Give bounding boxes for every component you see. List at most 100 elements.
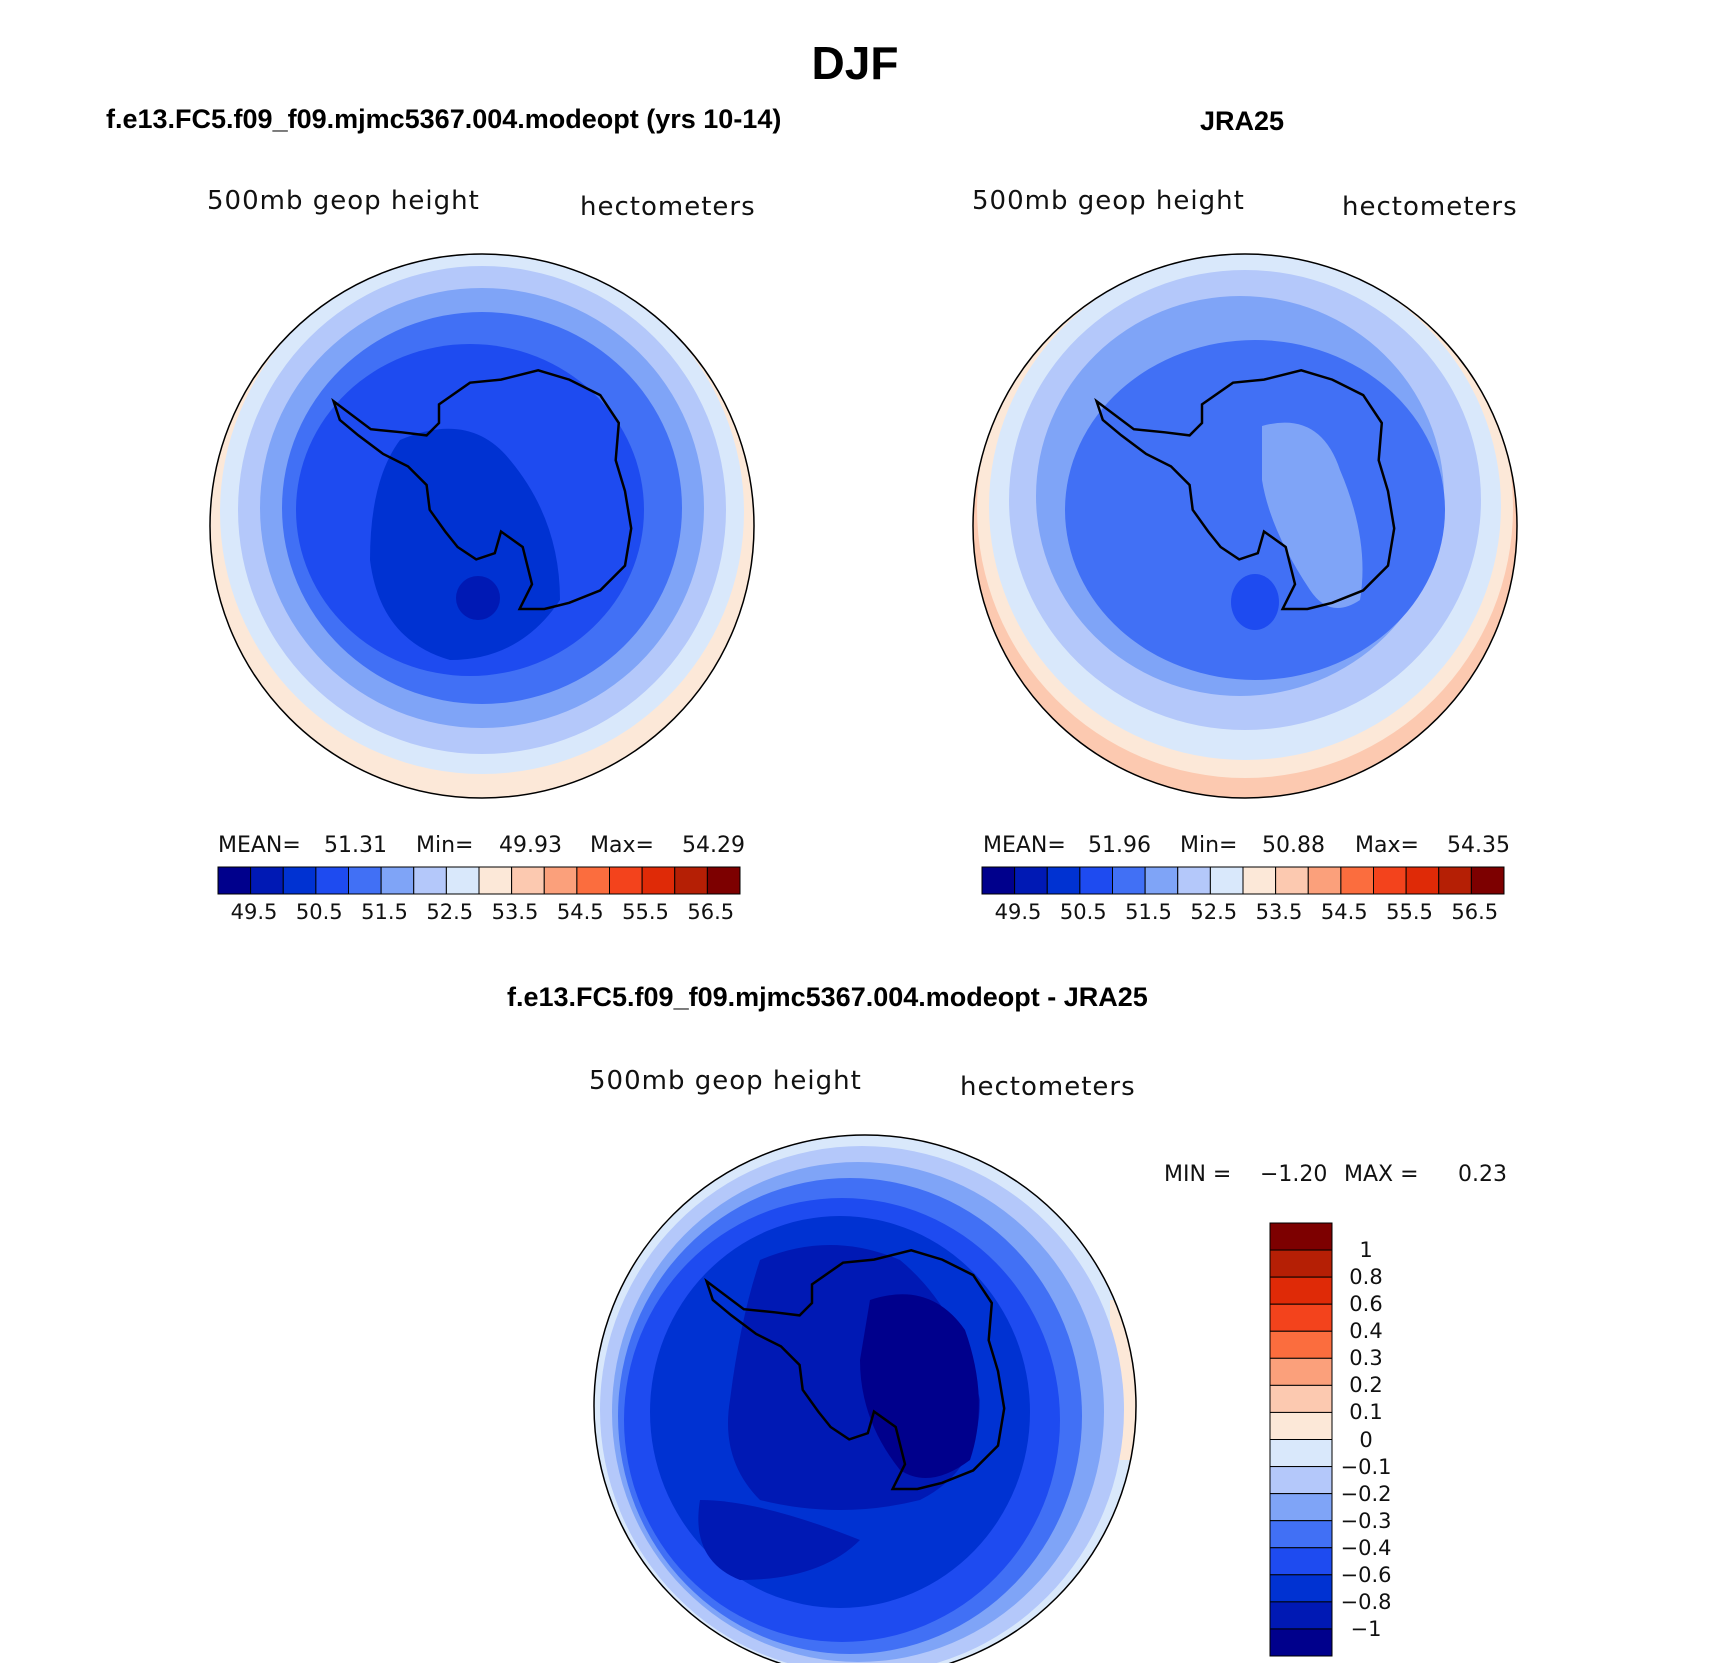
colorbar-diff-tick-label: −0.2 <box>1340 1481 1392 1506</box>
colorbar-diff-tick-label: 0.8 <box>1349 1265 1383 1290</box>
colorbar-diff-tick-label: −1 <box>1350 1616 1382 1641</box>
colorbar-diff-swatch <box>1269 1493 1333 1522</box>
colorbar-diff-swatch <box>1269 1330 1333 1359</box>
colorbar-2-swatch <box>981 866 1016 895</box>
main-title: DJF <box>811 37 899 89</box>
diff-band-neg1-s <box>698 1500 860 1580</box>
colorbar-diff-swatch <box>1269 1276 1333 1305</box>
colorbar-diff-tick-label: 0.3 <box>1349 1346 1383 1371</box>
colorbar-2-tick-label: 49.5 <box>994 900 1042 924</box>
diff-panel-field-label: 500mb geop height <box>589 1066 862 1096</box>
panel-1-max-value: 54.29 <box>682 833 745 858</box>
colorbar-1-tick-label: 49.5 <box>230 900 278 924</box>
colorbar-2-tick-label: 51.5 <box>1125 900 1172 924</box>
panel-1-max-label: Max= <box>590 833 654 858</box>
map-1-band-50 <box>456 576 500 620</box>
colorbar-1-swatch <box>674 866 708 895</box>
colorbar-2-swatch <box>1079 866 1113 895</box>
panel-2-min-value: 50.88 <box>1262 833 1325 858</box>
colorbar-1-swatch <box>348 866 382 895</box>
colorbar-2-swatch <box>1177 866 1211 895</box>
colorbar-1-swatch <box>413 866 447 895</box>
colorbar-diff-swatch <box>1269 1547 1333 1576</box>
colorbar-1-swatch <box>478 866 513 895</box>
colorbar-diff-swatch <box>1269 1222 1333 1251</box>
panel-1-min-value: 49.93 <box>499 833 562 858</box>
colorbar-diff-swatch <box>1269 1520 1333 1549</box>
colorbar-diff-swatch <box>1269 1249 1333 1278</box>
colorbar-diff-tick-label: −0.8 <box>1340 1589 1392 1614</box>
colorbar-2-swatch <box>1014 866 1048 895</box>
colorbar-1-swatch <box>250 866 284 895</box>
colorbar-diff-tick-label: −0.6 <box>1340 1562 1392 1587</box>
colorbar-diff-tick-label: 0.1 <box>1349 1400 1383 1425</box>
colorbar-1-swatch <box>315 866 349 895</box>
colorbar-2-swatch <box>1144 866 1179 895</box>
map-1-band-50.5 <box>370 428 560 660</box>
map-2-band-51 <box>1231 574 1279 630</box>
panel-1-field-label: 500mb geop height <box>207 186 480 216</box>
panel-1-mean-label: MEAN= <box>218 833 301 858</box>
colorbar-1-swatch <box>282 866 317 895</box>
colorbar-diff-tick-label: −0.1 <box>1340 1454 1392 1479</box>
colorbar-2-swatch <box>1470 866 1505 895</box>
colorbar-diff-tick-label: −0.4 <box>1340 1535 1392 1560</box>
diff-panel-units-label: hectometers <box>960 1072 1136 1102</box>
colorbar-1-tick-label: 55.5 <box>622 900 669 924</box>
colorbar-1-tick-label: 54.5 <box>556 900 604 924</box>
colorbar-1-swatch <box>576 866 610 895</box>
colorbar-1-swatch <box>380 866 415 895</box>
colorbar-2-swatch <box>1112 866 1146 895</box>
colorbar-diff-tick-label: 0 <box>1359 1427 1373 1452</box>
colorbar-2-tick-label: 56.5 <box>1451 900 1499 924</box>
diff-band-min <box>860 1294 979 1478</box>
diff-min-value: −1.20 <box>1260 1162 1328 1187</box>
colorbar-1-swatch <box>217 866 252 895</box>
colorbar-diff-swatch <box>1269 1574 1333 1603</box>
colorbar-diff-swatch <box>1269 1466 1333 1495</box>
colorbar-2-swatch <box>1307 866 1342 895</box>
colorbar-diff-swatch <box>1269 1601 1333 1630</box>
colorbar-diff-swatch <box>1269 1384 1333 1413</box>
colorbar-diff-tick-label: −0.3 <box>1340 1508 1392 1533</box>
panel-1-title: f.e13.FC5.f09_f09.mjmc5367.004.modeopt (… <box>106 104 782 134</box>
colorbar-1-swatch <box>641 866 676 895</box>
map-panel-1 <box>200 244 764 799</box>
diff-max-value: 0.23 <box>1458 1162 1507 1187</box>
panel-2-max-label: Max= <box>1355 833 1419 858</box>
colorbar-1-swatch <box>543 866 578 895</box>
panel-2-mean-label: MEAN= <box>983 833 1066 858</box>
colorbar-diff-tick-label: 0.4 <box>1349 1319 1383 1344</box>
diff-max-label: MAX = <box>1344 1162 1419 1187</box>
colorbar-2-tick-label: 55.5 <box>1386 900 1433 924</box>
colorbar-panel-1 <box>217 866 741 895</box>
colorbar-diff <box>1269 1222 1333 1657</box>
colorbar-2-tick-label: 50.5 <box>1059 900 1107 924</box>
colorbar-1-swatch <box>445 866 480 895</box>
map-panel-2 <box>963 238 1527 799</box>
panel-1-units-label: hectometers <box>580 192 756 222</box>
colorbar-2-tick-label: 52.5 <box>1190 900 1238 924</box>
colorbar-diff-tick-label: 1 <box>1359 1238 1373 1263</box>
map-panel-diff <box>594 1135 1150 1663</box>
diff-boundary <box>593 1134 1137 1663</box>
colorbar-2-swatch <box>1275 866 1309 895</box>
map-1-boundary <box>209 253 755 799</box>
colorbar-2-swatch <box>1046 866 1081 895</box>
colorbar-1-swatch <box>609 866 643 895</box>
colorbar-1-tick-label: 56.5 <box>687 900 735 924</box>
colorbar-diff-swatch <box>1269 1439 1333 1468</box>
panel-2-units-label: hectometers <box>1342 192 1518 222</box>
colorbar-diff-tick-label: 0.6 <box>1349 1292 1383 1317</box>
panel-2-max-value: 54.35 <box>1447 833 1510 858</box>
panel-2-title: JRA25 <box>1200 106 1285 136</box>
colorbar-1-swatch <box>511 866 545 895</box>
colorbar-1-tick-label: 51.5 <box>361 900 408 924</box>
colorbar-2-swatch <box>1340 866 1374 895</box>
colorbar-2-swatch <box>1209 866 1244 895</box>
colorbar-diff-swatch <box>1269 1628 1333 1657</box>
colorbar-1-tick-label: 52.5 <box>426 900 474 924</box>
map-2-boundary <box>972 253 1518 799</box>
colorbar-2-tick-label: 53.5 <box>1255 900 1303 924</box>
